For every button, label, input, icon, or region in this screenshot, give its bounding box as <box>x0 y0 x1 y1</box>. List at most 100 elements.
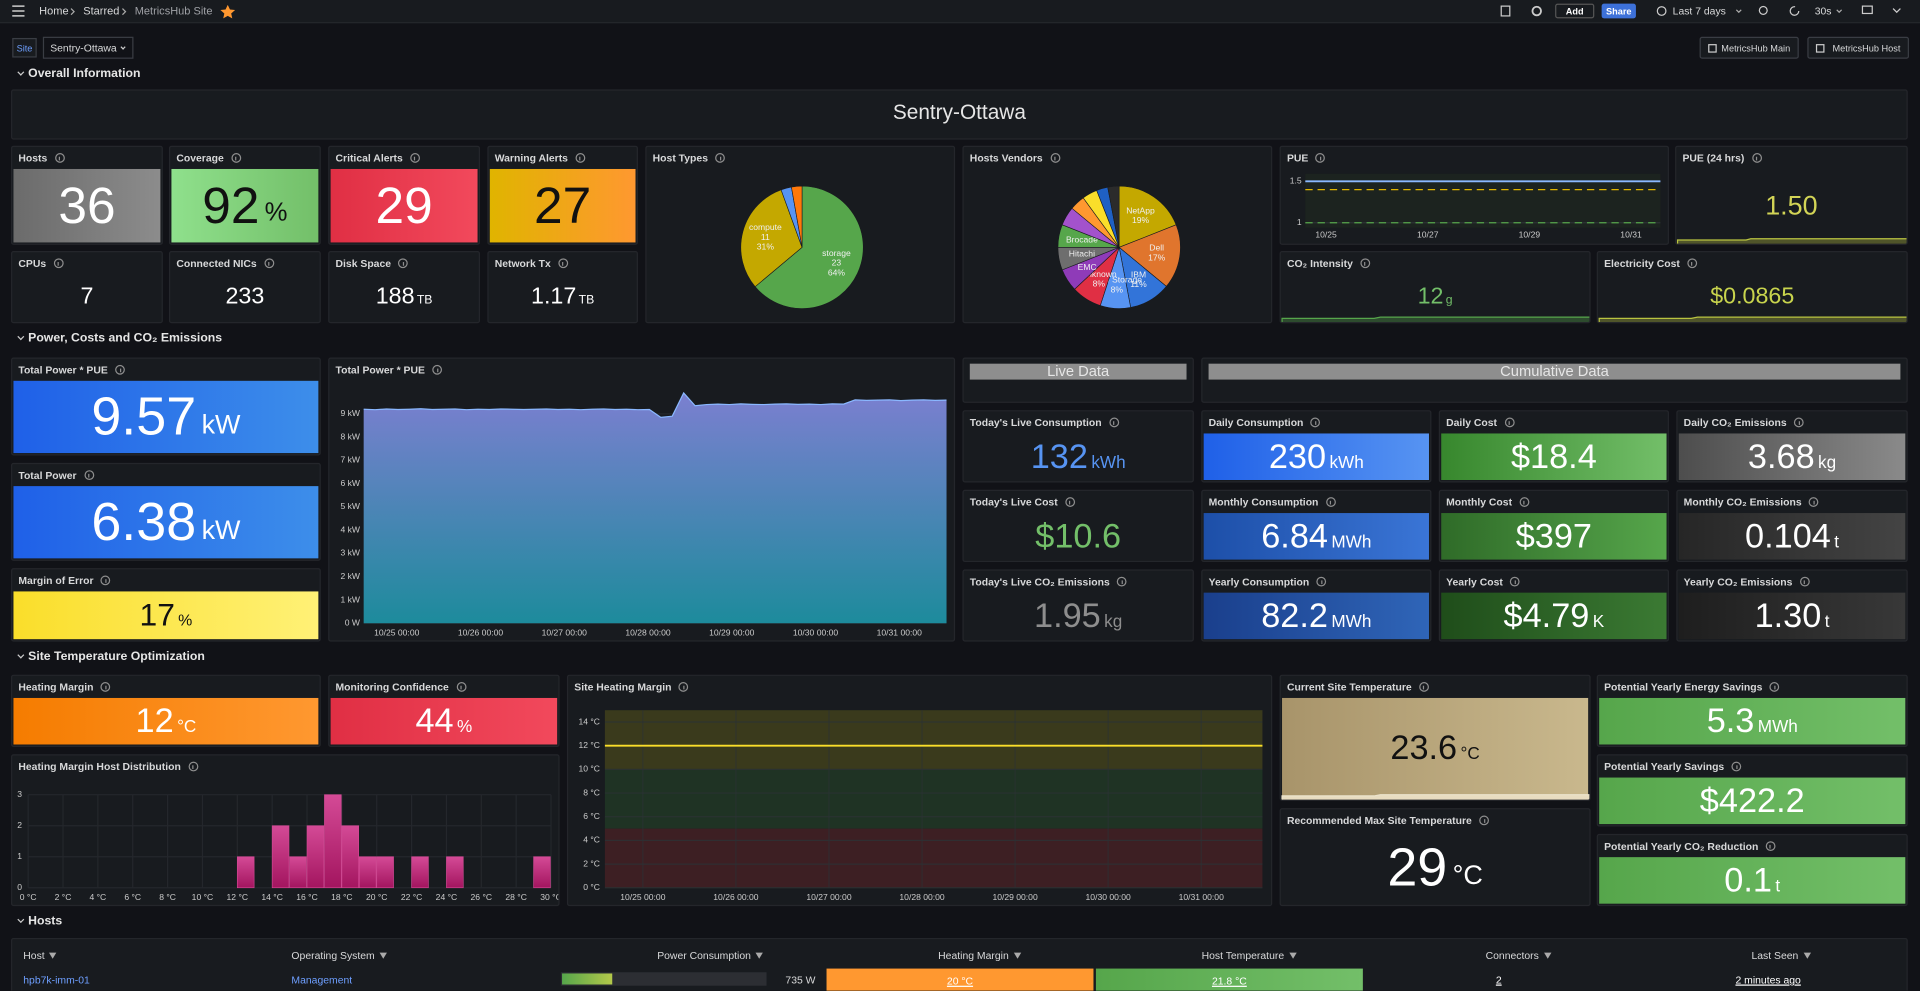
last-seen-cell[interactable]: 2 minutes ago <box>1735 973 1801 986</box>
stat-value-box: $422.2 <box>1599 777 1906 825</box>
collapse-icon <box>1892 8 1901 14</box>
stat-value: 132 <box>1030 437 1088 476</box>
stat-panel: Yearly CO₂ Emissions 1.30 t <box>1676 569 1908 642</box>
stat-value: 1.95 <box>1034 596 1101 635</box>
stat-panel: Potential Yearly Energy Savings 5.3 MWh <box>1596 674 1908 747</box>
sparkline <box>1281 794 1590 800</box>
x-tick-label: 10/25 <box>1315 229 1337 239</box>
stat-value-box: 82.2 MWh <box>1203 592 1429 640</box>
y-tick-label: 3 kW <box>340 548 360 558</box>
x-tick-label: 10/28 00:00 <box>625 627 670 637</box>
x-tick-label: 8 °C <box>159 892 176 902</box>
x-tick-label: 22 °C <box>401 892 423 902</box>
dashboard-link[interactable]: MetricsHub Main <box>1699 36 1799 59</box>
panel-title: Total Power * PUE <box>336 364 443 376</box>
refresh-interval[interactable]: 30s <box>1814 4 1832 18</box>
section-header[interactable]: Overall Information <box>16 67 140 81</box>
panel-title: Current Site Temperature <box>1287 681 1429 693</box>
dashboard-link[interactable]: MetricsHub Host <box>1807 36 1909 59</box>
section-header[interactable]: Site Temperature Optimization <box>16 650 205 664</box>
x-tick-label: 28 °C <box>505 892 527 902</box>
stat-panel: Hosts 36 <box>11 145 163 245</box>
chart-panel: Heating Margin Host Distribution 0 1 2 3 0 °C… <box>11 754 560 907</box>
info-icon <box>1519 497 1530 507</box>
add-button[interactable]: Add <box>1555 3 1595 19</box>
info-icon <box>1360 258 1371 269</box>
connectors-cell[interactable]: 2 <box>1495 973 1502 986</box>
breadcrumb[interactable]: Starred <box>83 4 120 18</box>
stat-unit: kW <box>201 514 241 546</box>
breadcrumb[interactable]: Home <box>39 4 69 18</box>
panel-title-text: PUE <box>1286 151 1309 165</box>
x-tick-label: 10/27 00:00 <box>542 627 587 637</box>
stat-value: $18.4 <box>1510 437 1597 476</box>
site-select-value: Sentry-Ottawa <box>50 41 117 54</box>
stat-unit: kWh <box>1329 452 1364 472</box>
info-icon <box>558 258 568 269</box>
pie-label: 31% <box>757 242 775 252</box>
host-link[interactable]: hpb7k-imm-01 <box>23 973 90 986</box>
y-tick-label: 7 kW <box>340 455 360 465</box>
info-icon <box>53 258 64 269</box>
column-header[interactable]: Heating Margin <box>845 949 1114 961</box>
column-header[interactable]: Host <box>23 949 291 961</box>
x-tick-label: 10/26 00:00 <box>713 892 758 902</box>
pie-slice <box>754 185 864 309</box>
breadcrumb-separator <box>70 8 75 16</box>
info-icon <box>1325 497 1336 507</box>
column-header[interactable]: Operating System <box>291 949 575 961</box>
dropdown-icon <box>120 43 127 50</box>
column-header[interactable]: Power Consumption <box>576 949 845 961</box>
info-icon <box>678 682 689 692</box>
x-tick-label: 2 °C <box>55 892 72 902</box>
section-header[interactable]: Power, Costs and CO₂ Emissions <box>16 332 222 345</box>
stat-value-box: 188 TB <box>331 274 478 321</box>
stat-unit: % <box>178 610 193 630</box>
stat-value-box: 7 <box>13 274 160 321</box>
filter-icon <box>1013 952 1021 959</box>
column-header[interactable]: Host Temperature <box>1114 949 1383 961</box>
column-header-text: Connectors <box>1485 948 1539 962</box>
column-header[interactable]: Connectors <box>1384 949 1653 961</box>
filter-icon <box>379 952 387 959</box>
stat-value: 44 <box>415 701 454 740</box>
x-tick-label: 10/30 00:00 <box>793 627 838 637</box>
panel-title-text: Daily CO₂ Emissions <box>1683 416 1787 429</box>
share-button[interactable]: Share <box>1601 3 1636 19</box>
chevron <box>17 651 25 659</box>
stat-value: 1.30 <box>1754 596 1822 635</box>
chevron <box>17 916 25 924</box>
panel-title: Total Power * PUE <box>18 364 125 376</box>
stat-unit: MWh <box>1331 531 1372 552</box>
histogram-bar <box>306 825 325 889</box>
panel-title: Today's Live Consumption <box>969 416 1119 429</box>
panel-title-text: Monthly Cost <box>1446 495 1513 509</box>
column-header[interactable]: Last Seen <box>1653 949 1906 961</box>
host-temperature-cell[interactable]: 21.8 °C <box>1095 968 1363 991</box>
heating-margin-cell[interactable]: 20 °C <box>826 968 1094 991</box>
stat-panel: Total Power * PUE 9.57 kW <box>11 357 321 456</box>
stat-value: 230 <box>1268 437 1327 476</box>
column-header-text: Host <box>23 948 45 962</box>
x-tick-label: 10/31 00:00 <box>1179 892 1224 902</box>
stat-value-box: 6.84 MWh <box>1203 513 1429 560</box>
dropdown-icon <box>1836 9 1843 14</box>
pie-slice <box>1107 185 1120 248</box>
stat-unit: MWh <box>1757 716 1798 737</box>
panel-title: Connected NICs <box>176 257 274 269</box>
panel-title: Potential Yearly CO₂ Reduction <box>1604 840 1776 852</box>
site-select[interactable]: Sentry-Ottawa <box>42 36 134 59</box>
stat-panel: Disk Space 188 TB <box>328 251 481 324</box>
panel-title: Heating Margin <box>18 681 111 693</box>
panel-title-text: PUE (24 hrs) <box>1682 151 1745 165</box>
panel-title-text: Today's Live Consumption <box>969 416 1102 429</box>
stat-panel: Margin of Error 17% <box>11 568 321 642</box>
time-range[interactable]: Last 7 days <box>1672 4 1726 18</box>
pie-label: Pure Storage <box>1092 275 1143 285</box>
os-link[interactable]: Management <box>291 973 353 986</box>
section-header[interactable]: Hosts <box>16 915 62 928</box>
dashboard-link-text: MetricsHub Main <box>1721 42 1791 54</box>
pie-slice <box>740 189 803 288</box>
group-header: Cumulative Data <box>1201 357 1908 403</box>
